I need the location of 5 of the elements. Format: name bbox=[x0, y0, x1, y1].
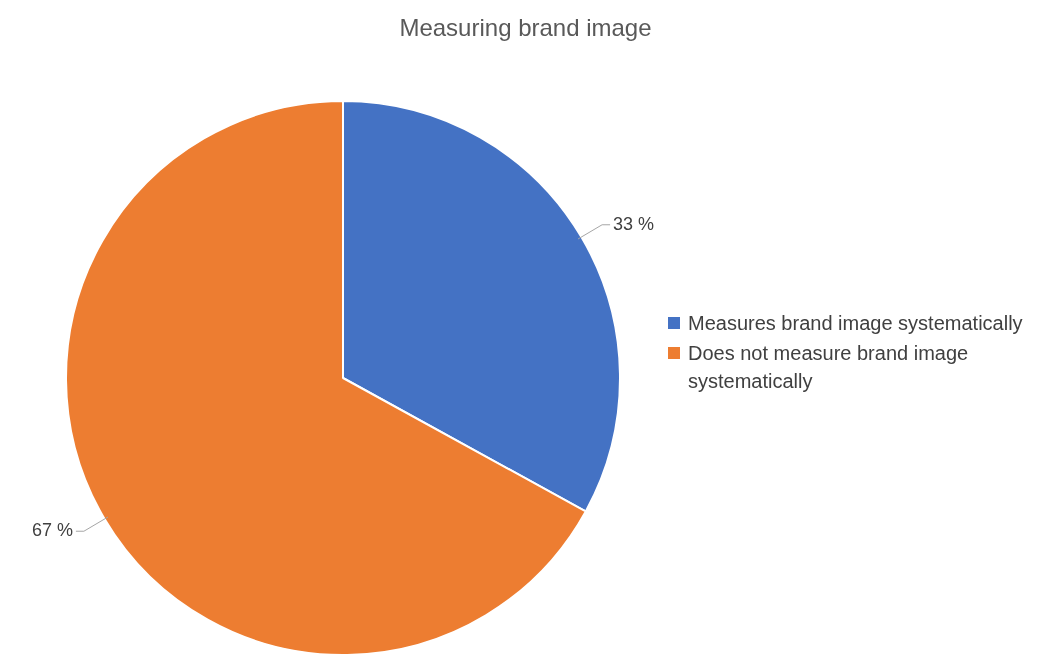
chart-title: Measuring brand image bbox=[398, 13, 653, 43]
legend-label: Does not measure brand image systematically bbox=[688, 341, 970, 394]
data-label: 33 % bbox=[613, 213, 655, 234]
legend-label: Measures brand image systematically bbox=[688, 311, 1024, 336]
data-label: 67 % bbox=[31, 520, 73, 541]
